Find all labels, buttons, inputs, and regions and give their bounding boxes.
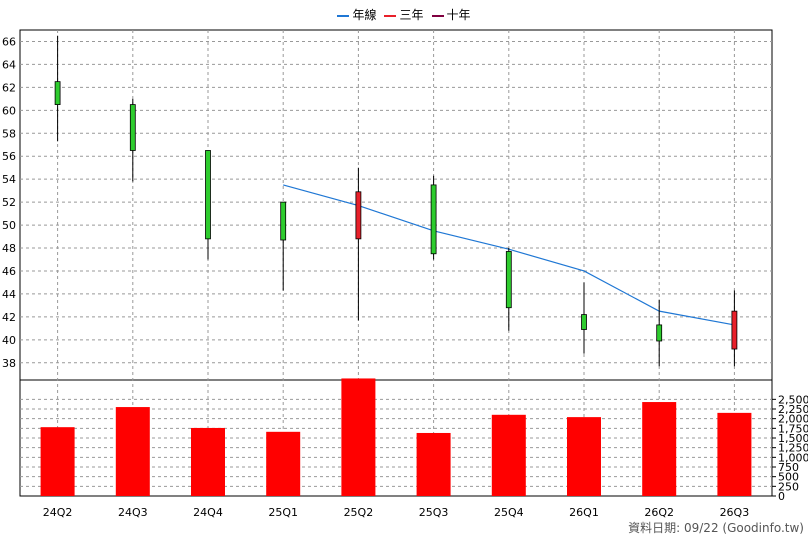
category-label: 25Q1 [268,506,298,519]
volume-bar [717,412,752,496]
candle-body [656,324,663,342]
volume-tick-label: 500 [778,471,799,484]
volume-tick-label: 1,000 [778,451,808,464]
volume-tick-label: 2,000 [778,413,808,426]
price-tick-label: 40 [2,334,16,347]
price-tick-label: 62 [2,81,16,94]
volume-bar [191,427,225,496]
candle-body [280,201,287,241]
volume-bar [567,417,601,496]
volume-bar [491,414,526,496]
legend-swatch [384,14,397,17]
category-label: 26Q1 [569,506,599,519]
volume-tick-label: 2,500 [778,393,808,406]
volume-bar [341,378,376,496]
volume-tick-label: 750 [778,461,799,474]
volume-bar [642,402,677,496]
volume-bar [40,427,75,496]
category-label: 24Q4 [193,506,223,519]
candle-body [355,191,362,240]
volume-bar [416,432,451,496]
category-label: 24Q2 [43,506,73,519]
price-tick-label: 66 [2,35,16,48]
price-tick-label: 52 [2,196,16,209]
legend-item: 年線 [337,6,376,23]
volume-tick-label: 1,500 [778,432,808,445]
category-label: 24Q3 [118,506,148,519]
category-label: 26Q3 [720,506,750,519]
candle-body [54,81,61,105]
volume-bar [266,431,301,496]
volume-tick-label: 2,250 [778,403,808,416]
price-tick-label: 42 [2,311,16,324]
legend: 年線 三年 十年 [0,6,808,23]
legend-label: 十年 [446,8,471,22]
price-tick-label: 56 [2,150,16,163]
candle-body [581,314,587,330]
price-tick-label: 60 [2,104,16,117]
candle-body [505,251,512,309]
legend-swatch [337,14,350,17]
legend-label: 三年 [399,8,424,22]
category-label: 26Q2 [644,506,674,519]
category-label: 25Q4 [494,506,524,519]
price-tick-label: 38 [2,357,16,370]
volume-bar [115,407,150,496]
candle-body [129,104,136,151]
legend-swatch [431,14,444,17]
volume-tick-label: 250 [778,480,799,493]
price-tick-label: 44 [2,288,16,301]
category-label: 25Q3 [419,506,449,519]
volume-tick-label: 1,750 [778,422,808,435]
category-label: 25Q2 [344,506,374,519]
price-tick-label: 48 [2,242,16,255]
volume-tick-label: 1,250 [778,442,808,455]
legend-item: 三年 [384,6,424,23]
candle-body [430,184,437,255]
price-tick-label: 50 [2,219,16,232]
price-tick-label: 54 [2,173,16,186]
price-tick-label: 46 [2,265,16,278]
candle-body [205,150,211,240]
price-tick-label: 58 [2,127,16,140]
candle-body [731,310,738,350]
legend-label: 年線 [352,8,377,22]
footnote: 資料日期: 09/22 (Goodinfo.tw) [628,521,804,535]
price-tick-label: 64 [2,58,16,71]
legend-item: 十年 [431,6,471,23]
volume-tick-label: 0 [778,490,785,503]
